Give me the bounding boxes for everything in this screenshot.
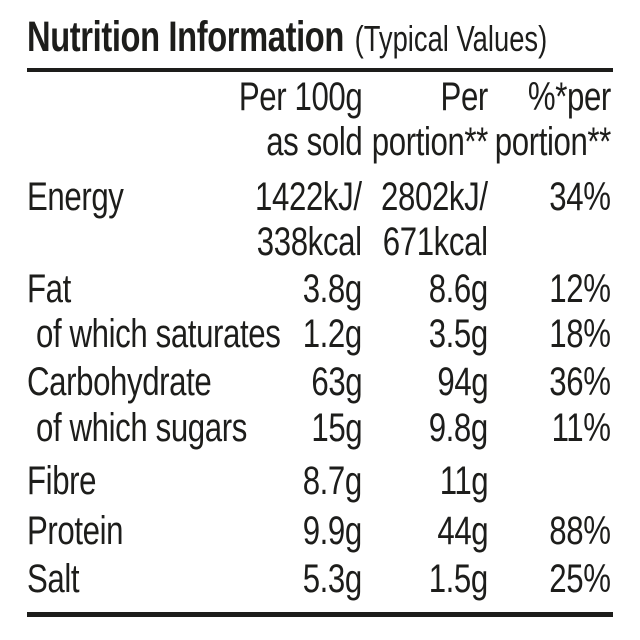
title-suffix: (Typical Values) — [354, 18, 548, 59]
value-per-100g: 3.8g — [302, 267, 363, 311]
row-label: Salt — [27, 557, 80, 601]
value-per-portion: 9.8g — [428, 406, 489, 450]
value-per-100g: 8.7g — [302, 459, 363, 503]
column-header-pct-per-portion: %*per portion** — [494, 75, 612, 164]
value-per-portion: 2802kJ/ 671kcal — [381, 175, 488, 264]
value-per-portion: 3.5g — [428, 312, 489, 356]
value-per-100g: 1422kJ/ 338kcal — [255, 175, 362, 264]
value-pct: 18% — [549, 312, 612, 356]
row-label: Energy — [27, 175, 124, 219]
value-pct: 36% — [549, 360, 612, 404]
value-per-100g: 63g — [311, 360, 362, 404]
value-per-100g: 5.3g — [302, 557, 363, 601]
value-per-portion: 44g — [437, 509, 488, 553]
header-rule — [27, 68, 613, 72]
value-per-portion: 8.6g — [428, 267, 489, 311]
column-header-per-portion: Per portion** — [371, 75, 489, 164]
value-per-100g: 15g — [311, 406, 362, 450]
nutrition-table: Per 100g as sold Per portion** %*per por… — [27, 0, 613, 640]
footer-rule — [27, 612, 613, 617]
row-label: of which sugars — [36, 406, 247, 450]
value-pct: 11% — [552, 406, 611, 450]
value-per-100g: 9.9g — [302, 509, 363, 553]
page-title: Nutrition Information (Typical Values) — [27, 13, 547, 62]
value-per-portion: 1.5g — [428, 557, 489, 601]
value-per-portion: 11g — [439, 459, 488, 503]
row-label: Carbohydrate — [27, 360, 212, 404]
value-per-portion: 94g — [437, 360, 488, 404]
value-pct: 25% — [549, 557, 612, 601]
row-label: Fat — [27, 267, 71, 311]
value-pct: 34% — [549, 175, 612, 219]
value-per-100g: 1.2g — [302, 312, 363, 356]
value-pct: 88% — [549, 509, 612, 553]
title-main: Nutrition Information — [27, 13, 344, 61]
value-pct: 12% — [549, 267, 612, 311]
column-header-per-100g: Per 100g as sold — [238, 75, 362, 164]
row-label: Fibre — [27, 459, 97, 503]
row-label: of which saturates — [36, 312, 281, 356]
row-label: Protein — [27, 509, 124, 553]
